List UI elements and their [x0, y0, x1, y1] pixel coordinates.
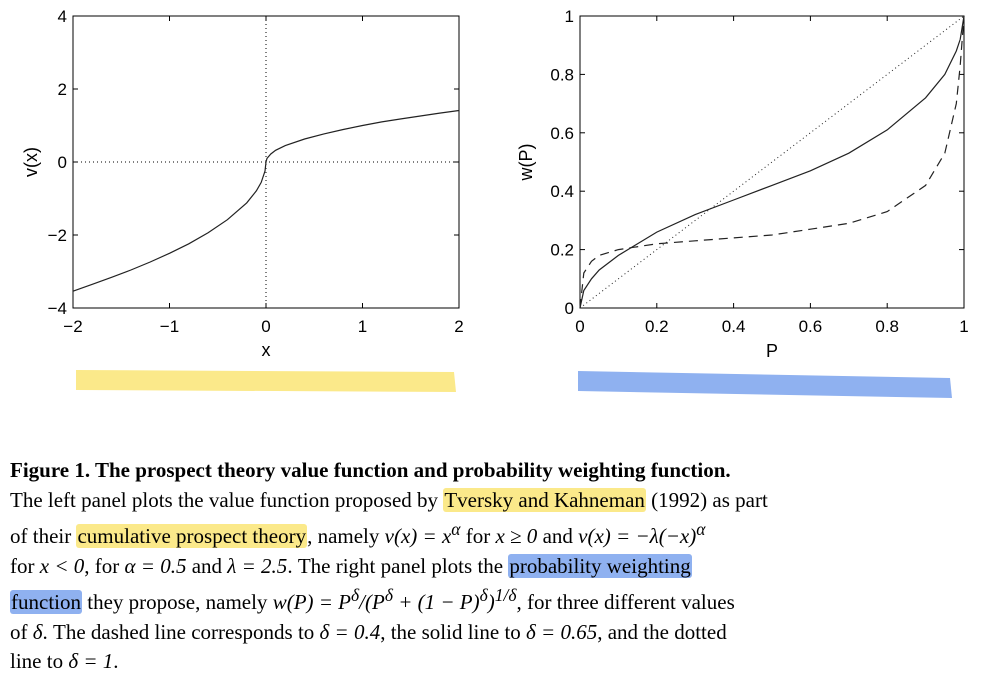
caption-title: Figure 1. The prospect theory value func… — [10, 458, 731, 482]
right-y-tick-label: 0.4 — [550, 182, 574, 201]
left-y-tick-label: −4 — [48, 299, 67, 318]
left-x-axis-label: x — [262, 340, 271, 360]
left-x-tick-label: −2 — [63, 317, 82, 336]
blue-highlighter-stroke — [578, 371, 952, 398]
left-x-tick-label: 1 — [358, 317, 367, 336]
yellow-highlighter-stroke — [76, 370, 456, 392]
right-x-tick-label: 0.4 — [722, 317, 746, 336]
right-series-dotted-line — [579, 15, 965, 309]
left-y-tick-label: 0 — [58, 153, 67, 172]
highlight-tversky-kahneman: Tversky and Kahneman — [443, 487, 646, 512]
right-x-tick-label: 0.8 — [875, 317, 899, 336]
right-ticks: 0 0.2 0.4 0.6 0.8 1 0 0.2 0.4 0.6 0.8 1 — [550, 7, 968, 336]
right-y-tick-label: 0 — [565, 299, 574, 318]
highlight-probability-weighting: probability weighting — [508, 553, 692, 578]
caption-line-4: for x < 0, for α = 0.5 and λ = 2.5. The … — [10, 553, 692, 578]
left-x-tick-label: −1 — [160, 317, 179, 336]
right-panel: 0 0.2 0.4 0.6 0.8 1 0 0.2 0.4 0.6 0.8 1 P w(P) — [516, 7, 969, 398]
right-x-tick-label: 1 — [959, 317, 968, 336]
right-y-axis-label: w(P) — [516, 144, 536, 182]
right-series — [579, 15, 965, 309]
left-y-tick-label: 2 — [58, 80, 67, 99]
right-series-solid-line — [579, 15, 965, 309]
right-y-tick-label: 0.2 — [550, 241, 574, 260]
caption-line-6: of δ. The dashed line corresponds to δ =… — [10, 619, 727, 644]
caption-line-5: function they propose, namely w(P) = Pδ/… — [10, 585, 735, 614]
left-series — [72, 109, 460, 292]
right-x-tick-label: 0.6 — [799, 317, 823, 336]
right-y-tick-label: 0.6 — [550, 124, 574, 143]
left-y-tick-label: 4 — [58, 7, 67, 26]
left-y-axis-label: v(x) — [21, 147, 41, 177]
left-series-solid-line — [72, 109, 460, 292]
caption-line-3: of their cumulative prospect theory, nam… — [10, 519, 706, 548]
caption-line-7: line to δ = 1. — [10, 649, 119, 673]
left-y-tick-label: −2 — [48, 226, 67, 245]
caption-line-2: The left panel plots the value function … — [10, 487, 768, 512]
highlight-cumulative-prospect-theory: cumulative prospect theory — [76, 524, 308, 548]
right-plot-frame — [579, 15, 965, 309]
left-x-tick-label: 2 — [454, 317, 463, 336]
right-x-tick-label: 0.2 — [645, 317, 669, 336]
highlight-function: function — [10, 590, 82, 614]
right-x-axis-label: P — [766, 341, 778, 361]
left-x-tick-label: 0 — [261, 317, 270, 336]
right-y-tick-label: 0.8 — [550, 65, 574, 84]
right-y-tick-label: 1 — [565, 7, 574, 26]
right-series-dashed-line — [579, 15, 965, 309]
figure-caption: Figure 1. The prospect theory value func… — [10, 456, 890, 677]
right-x-tick-label: 0 — [575, 317, 584, 336]
